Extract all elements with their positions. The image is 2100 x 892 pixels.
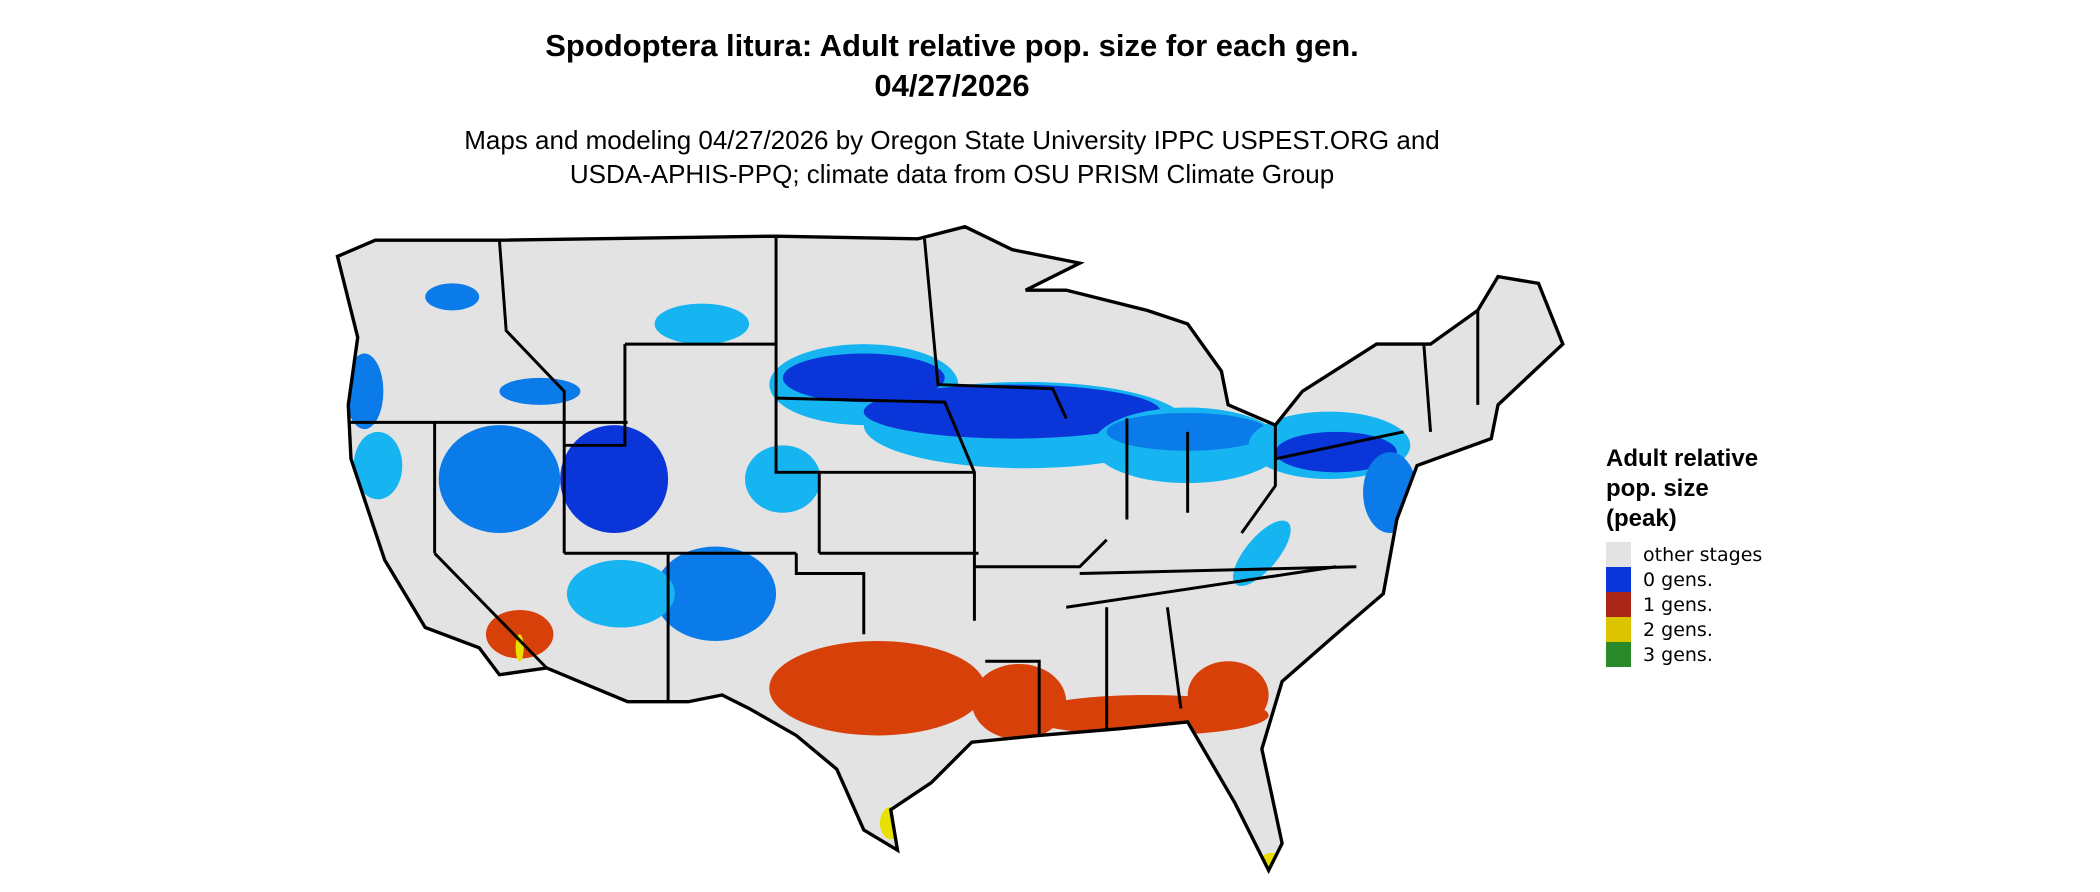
legend-swatch [1606, 567, 1631, 592]
legend-item-2-gens: 2 gens. [1606, 617, 1866, 642]
legend-title-line: Adult relative [1606, 445, 1759, 472]
region-0-gens-dark [782, 353, 945, 403]
region-1-gens [1187, 661, 1269, 729]
legend-label: 1 gens. [1643, 593, 1713, 616]
subtitle-line-1: Maps and modeling 04/27/2026 by Oregon S… [464, 125, 1440, 155]
region-0-gens-mid [1363, 452, 1418, 534]
legend-item-3-gens: 3 gens. [1606, 642, 1866, 667]
legend-item-other-stages: other stages [1606, 542, 1866, 567]
subtitle-line-2: USDA-APHIS-PPQ; climate data from OSU PR… [569, 159, 1335, 189]
map-date: 04/27/2026 [874, 68, 1030, 103]
region-0-gens-mid [425, 283, 480, 311]
legend-label: other stages [1643, 543, 1763, 566]
region-0-gens-light [745, 445, 821, 513]
legend-label: 0 gens. [1643, 568, 1713, 591]
legend: Adult relative pop. size (peak) other st… [1606, 444, 1866, 667]
legend-title-line: (peak) [1606, 505, 1677, 532]
legend-swatch [1606, 542, 1631, 567]
region-0-gens-mid [654, 546, 777, 641]
legend-swatch [1606, 642, 1631, 667]
region-0-gens-light [566, 560, 675, 628]
region-0-gens-dark [1275, 431, 1397, 473]
map-title: Spodoptera litura: Adult relative pop. s… [545, 28, 1359, 63]
region-0-gens-mid [438, 425, 561, 534]
state-borders [348, 236, 1480, 736]
region-1-gens [971, 663, 1067, 740]
legend-item-1-gens: 1 gens. [1606, 592, 1866, 617]
legend-swatch [1606, 592, 1631, 617]
legend-swatch [1606, 617, 1631, 642]
region-0-gens-dark [863, 384, 1161, 439]
legend-label: 2 gens. [1643, 618, 1713, 641]
region-1-gens [769, 640, 986, 736]
region-0-gens-mid [345, 353, 384, 430]
legend-title: Adult relative pop. size (peak) [1606, 444, 1866, 534]
legend-item-0-gens: 0 gens. [1606, 567, 1866, 592]
legend-title-line: pop. size [1606, 475, 1709, 502]
region-0-gens-mid [499, 377, 581, 405]
land-area [337, 226, 1563, 871]
region-0-gens-light [654, 303, 750, 345]
region-0-gens-light [353, 431, 403, 500]
legend-label: 3 gens. [1643, 643, 1713, 666]
region-0-gens-dark [560, 425, 669, 534]
